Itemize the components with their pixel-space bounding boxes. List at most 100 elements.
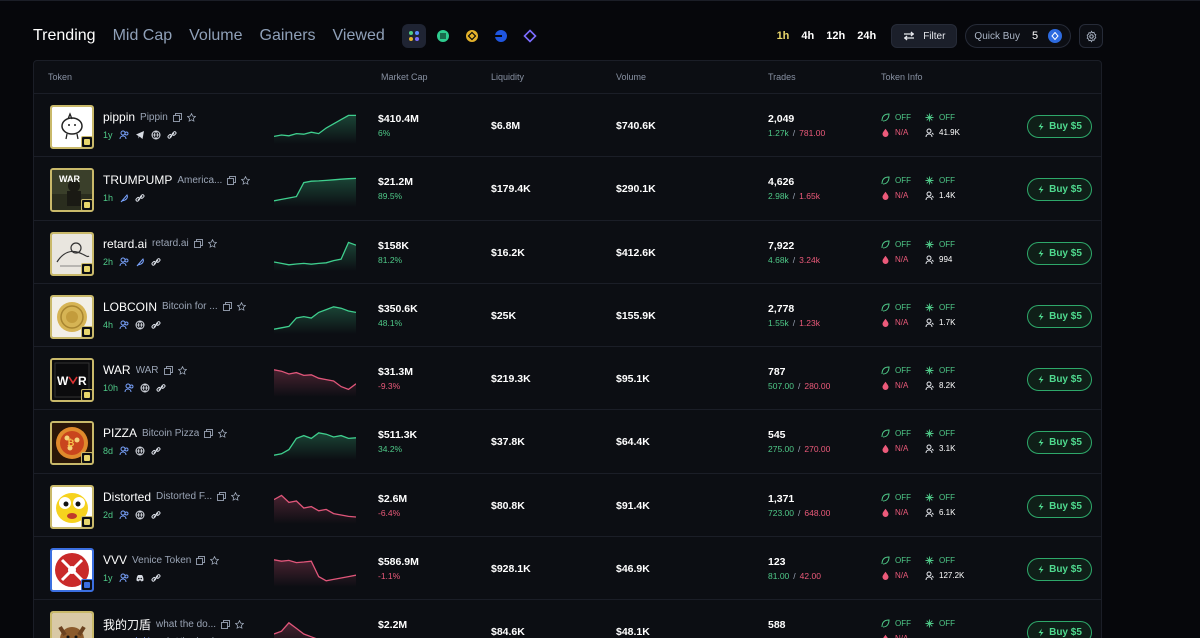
chain-base-button[interactable] bbox=[489, 24, 513, 48]
globe-link[interactable] bbox=[135, 446, 145, 456]
table-row[interactable]: LOBCOIN Bitcoin for ... 4h $350.6K 48.1% $25K… bbox=[34, 284, 1101, 348]
feather-link[interactable] bbox=[135, 257, 145, 267]
globe-link[interactable] bbox=[135, 510, 145, 520]
globe-link[interactable] bbox=[135, 320, 145, 330]
column-trades[interactable]: Trades bbox=[768, 72, 796, 82]
settings-button[interactable] bbox=[1079, 24, 1103, 48]
token-avatar[interactable] bbox=[50, 611, 94, 638]
favorite-button[interactable] bbox=[218, 428, 228, 438]
token-symbol[interactable]: retard.ai bbox=[103, 236, 148, 251]
chain-bnb-button[interactable] bbox=[460, 24, 484, 48]
globe-link[interactable] bbox=[140, 383, 150, 393]
token-avatar[interactable] bbox=[50, 548, 94, 593]
copy-button[interactable] bbox=[193, 239, 203, 249]
favorite-button[interactable] bbox=[186, 112, 196, 122]
token-avatar[interactable] bbox=[50, 484, 94, 529]
link-link[interactable] bbox=[135, 193, 145, 203]
tab-gainers[interactable]: Gainers bbox=[259, 27, 316, 44]
chain-ethereum-button[interactable] bbox=[518, 24, 542, 48]
token-symbol[interactable]: VVV bbox=[103, 553, 128, 568]
link-link[interactable] bbox=[151, 320, 161, 330]
tab-volume[interactable]: Volume bbox=[189, 27, 243, 44]
token-symbol[interactable]: PIZZA bbox=[103, 426, 138, 441]
timeframe-24h[interactable]: 24h bbox=[857, 30, 877, 42]
token-avatar[interactable] bbox=[50, 231, 94, 276]
link-link[interactable] bbox=[151, 446, 161, 456]
token-symbol[interactable]: 我的刀盾 bbox=[103, 618, 152, 633]
users-link[interactable] bbox=[119, 573, 129, 583]
column-liquidity[interactable]: Liquidity bbox=[491, 72, 525, 82]
link-link[interactable] bbox=[167, 130, 177, 140]
link-link[interactable] bbox=[151, 573, 161, 583]
chain-solana-button[interactable] bbox=[431, 24, 455, 48]
copy-button[interactable] bbox=[204, 429, 214, 438]
tab-mid-cap[interactable]: Mid Cap bbox=[112, 27, 173, 44]
table-row[interactable]: 我的刀盾 what the do... my sword shi... what th… bbox=[34, 600, 1101, 638]
copy-button[interactable] bbox=[217, 492, 227, 502]
copy-button[interactable] bbox=[221, 620, 231, 630]
users-link[interactable] bbox=[124, 383, 134, 393]
tab-viewed[interactable]: Viewed bbox=[332, 27, 385, 44]
token-symbol[interactable]: WAR bbox=[103, 363, 131, 378]
chain-all-chains-button[interactable] bbox=[401, 24, 426, 48]
users-link[interactable] bbox=[119, 510, 129, 520]
buy-button[interactable]: Buy $5 bbox=[1027, 621, 1092, 638]
link-link[interactable] bbox=[151, 257, 161, 267]
favorite-button[interactable] bbox=[231, 492, 241, 502]
token-avatar[interactable] bbox=[50, 294, 94, 339]
table-row[interactable]: pippin Pippin 1y $410.4M 6% $6.8M $740.6K 2,049… bbox=[34, 94, 1101, 158]
users-link[interactable] bbox=[119, 257, 129, 267]
timeframe-4h[interactable]: 4h bbox=[801, 30, 815, 42]
telegram-link[interactable] bbox=[135, 130, 145, 140]
table-row[interactable]: Distorted Distorted F... 2d $2.6M -6.4% $80.8… bbox=[34, 474, 1101, 538]
copy-button[interactable] bbox=[163, 365, 173, 375]
users-link[interactable] bbox=[119, 320, 129, 330]
buy-button[interactable]: Buy $5 bbox=[1027, 241, 1092, 265]
token-symbol[interactable]: LOBCOIN bbox=[103, 299, 158, 314]
discord-link[interactable] bbox=[135, 573, 145, 583]
copy-button[interactable] bbox=[172, 112, 182, 122]
token-symbol[interactable]: TRUMPUMP bbox=[103, 173, 173, 188]
timeframe-12h[interactable]: 12h bbox=[826, 30, 846, 42]
favorite-button[interactable] bbox=[236, 302, 246, 312]
token-symbol[interactable]: pippin bbox=[103, 110, 136, 124]
globe-link[interactable] bbox=[151, 130, 161, 140]
table-row[interactable]: VVV Venice Token 1y $586.9M -1.1% $928.1K $46.… bbox=[34, 537, 1101, 601]
tab-trending[interactable]: Trending bbox=[33, 27, 96, 44]
table-row[interactable]: WAR TRUMPUMP America... 1h $21.2M 89.5% $179.4… bbox=[34, 157, 1101, 221]
token-symbol[interactable]: Distorted bbox=[103, 489, 152, 504]
quick-buy-value[interactable]: 5 bbox=[1032, 30, 1039, 42]
favorite-button[interactable] bbox=[241, 175, 251, 185]
timeframe-1h[interactable]: 1h bbox=[776, 30, 790, 42]
copy-button[interactable] bbox=[196, 555, 206, 565]
favorite-button[interactable] bbox=[177, 365, 187, 375]
copy-button[interactable] bbox=[227, 175, 237, 185]
filter-button[interactable]: Filter bbox=[891, 24, 958, 48]
token-avatar[interactable]: ₿ bbox=[50, 421, 94, 466]
buy-button[interactable]: Buy $5 bbox=[1027, 494, 1092, 518]
table-row[interactable]: W R WAR WAR 10h $31.3M -9.3% $219.3K $95.1K 787 50… bbox=[34, 347, 1101, 411]
token-avatar[interactable] bbox=[50, 105, 94, 149]
column-token-info[interactable]: Token Info bbox=[881, 72, 923, 82]
link-link[interactable] bbox=[151, 510, 161, 520]
column-volume[interactable]: Volume bbox=[616, 72, 647, 82]
buy-button[interactable]: Buy $5 bbox=[1027, 115, 1092, 138]
users-link[interactable] bbox=[119, 130, 129, 140]
favorite-button[interactable] bbox=[235, 620, 245, 630]
buy-button[interactable]: Buy $5 bbox=[1027, 558, 1092, 582]
column-token[interactable]: Token bbox=[48, 72, 73, 82]
buy-button[interactable]: Buy $5 bbox=[1027, 304, 1092, 328]
favorite-button[interactable] bbox=[207, 239, 217, 248]
buy-button[interactable]: Buy $5 bbox=[1027, 178, 1092, 202]
copy-button[interactable] bbox=[222, 302, 232, 312]
quick-buy-input[interactable]: Quick Buy 5 bbox=[965, 24, 1071, 48]
token-avatar[interactable]: WAR bbox=[50, 168, 94, 213]
users-link[interactable] bbox=[119, 446, 129, 456]
favorite-button[interactable] bbox=[210, 555, 220, 565]
feather-link[interactable] bbox=[119, 193, 129, 203]
table-row[interactable]: ₿ PIZZA Bitcoin Pizza 8d $511.3K 34.2% $37.8K $… bbox=[34, 410, 1101, 474]
link-link[interactable] bbox=[156, 383, 166, 393]
column-market-cap[interactable]: Market Cap bbox=[381, 72, 428, 82]
table-row[interactable]: retard.ai retard.ai 2h $158K 81.2% $16.2K $412… bbox=[34, 221, 1101, 284]
